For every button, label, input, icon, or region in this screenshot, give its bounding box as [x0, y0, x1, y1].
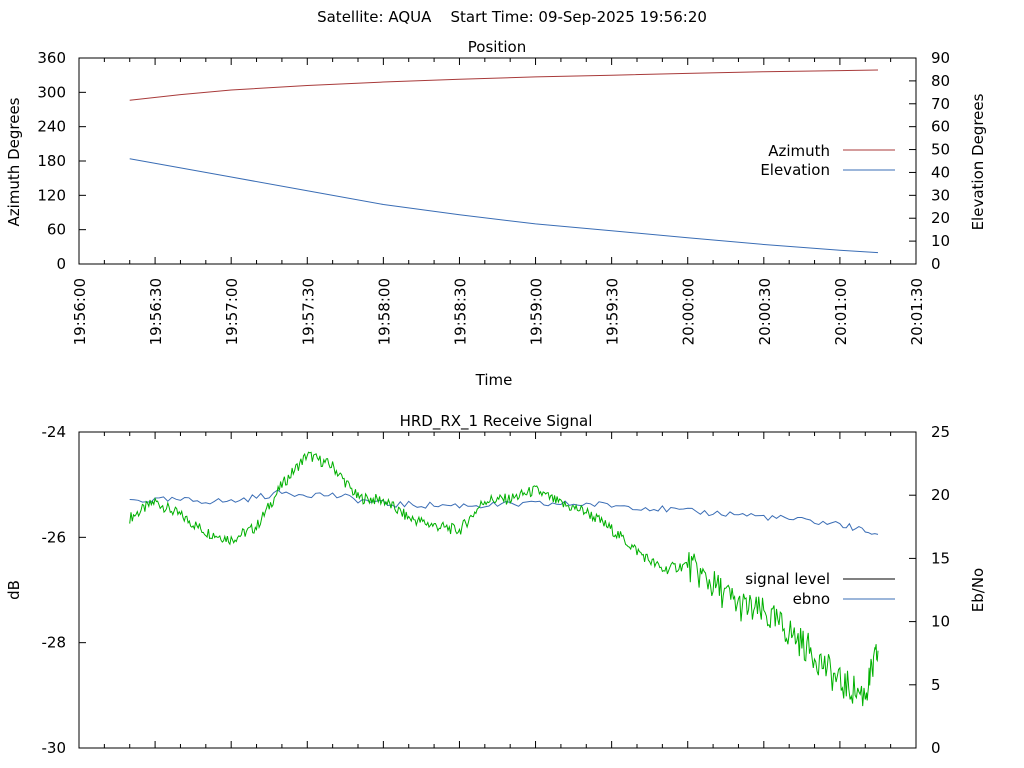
y-tick-label: -30 — [42, 739, 67, 757]
signal-plot-frame — [78, 431, 917, 749]
x-tick-label: 20:00:30 — [756, 278, 774, 345]
header-title: Satellite: AQUA Start Time: 09-Sep-2025 … — [317, 8, 707, 26]
y2-tick-label: 25 — [931, 423, 950, 441]
signal-y2-axis-label: Eb/No — [969, 568, 987, 612]
signal-legend: signal level ebno — [745, 570, 895, 608]
y2-tick-label: 10 — [931, 613, 950, 631]
position-x-ticks: 19:56:00 19:56:30 19:57:00 19:57:30 19:58:00… — [71, 58, 926, 345]
signal-y-axis-label: dB — [5, 580, 23, 600]
y-tick-label: 60 — [47, 221, 66, 239]
signal-series — [129, 451, 879, 707]
position-chart-title: Position — [468, 38, 526, 56]
x-tick-label: 20:01:00 — [832, 278, 850, 345]
x-tick-label: 19:56:00 — [71, 278, 89, 345]
signal-chart-title: HRD_RX_1 Receive Signal — [400, 412, 593, 431]
legend-azimuth-label: Azimuth — [768, 142, 830, 160]
y2-tick-label: 0 — [931, 255, 941, 273]
y-tick-label: 300 — [37, 83, 66, 101]
signal-x-ticks — [78, 432, 917, 748]
y2-tick-label: 15 — [931, 549, 950, 567]
y-tick-label: 0 — [56, 255, 66, 273]
legend-ebno-label: ebno — [793, 590, 830, 608]
y-tick-label: -24 — [42, 423, 67, 441]
y2-tick-label: 5 — [931, 676, 941, 694]
y2-tick-label: 40 — [931, 163, 950, 181]
y-tick-label: 180 — [37, 152, 66, 170]
legend-signal-level-label: signal level — [745, 570, 830, 588]
y2-tick-label: 50 — [931, 141, 950, 159]
x-tick-label: 19:57:30 — [299, 278, 317, 345]
legend-elevation-label: Elevation — [760, 161, 830, 179]
position-series — [129, 69, 879, 254]
x-tick-label: 20:00:00 — [680, 278, 698, 345]
x-tick-label: 19:57:00 — [223, 278, 241, 345]
signal-y-ticks: -30 -28 -26 -24 — [42, 423, 86, 757]
position-y-ticks: 0 60 120 180 240 300 360 — [37, 49, 86, 273]
y2-tick-label: 70 — [931, 95, 950, 113]
position-y2-axis-label: Elevation Degrees — [969, 93, 987, 230]
y-tick-label: -28 — [42, 634, 67, 652]
y2-tick-label: 20 — [931, 486, 950, 504]
y-tick-label: 360 — [37, 49, 66, 67]
x-tick-label: 19:58:00 — [375, 278, 393, 345]
position-x-axis-label: Time — [475, 371, 513, 389]
x-tick-label: 19:59:30 — [604, 278, 622, 345]
x-tick-label: 19:56:30 — [147, 278, 165, 345]
ebno-line — [129, 489, 879, 535]
y-tick-label: 120 — [37, 186, 66, 204]
y-tick-label: 240 — [37, 118, 66, 136]
y2-tick-label: 0 — [931, 739, 941, 757]
y-tick-label: -26 — [42, 528, 67, 546]
x-tick-label: 19:58:30 — [451, 278, 469, 345]
position-legend: Azimuth Elevation — [760, 142, 895, 179]
x-tick-label: 20:01:30 — [908, 278, 926, 345]
azimuth-line — [129, 69, 879, 101]
y2-tick-label: 20 — [931, 209, 950, 227]
elevation-line — [129, 158, 879, 254]
position-y2-ticks: 0 10 20 30 40 50 60 70 80 90 — [909, 49, 950, 273]
y2-tick-label: 80 — [931, 72, 950, 90]
y2-tick-label: 60 — [931, 118, 950, 136]
y2-tick-label: 30 — [931, 186, 950, 204]
y2-tick-label: 10 — [931, 232, 950, 250]
y2-tick-label: 90 — [931, 49, 950, 67]
position-y-axis-label: Azimuth Degrees — [5, 97, 23, 226]
signal-y2-ticks: 0 5 10 15 20 25 — [909, 423, 950, 757]
trace-line — [129, 451, 879, 707]
x-tick-label: 19:59:00 — [528, 278, 546, 345]
